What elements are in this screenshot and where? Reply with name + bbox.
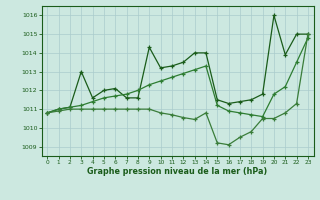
- X-axis label: Graphe pression niveau de la mer (hPa): Graphe pression niveau de la mer (hPa): [87, 167, 268, 176]
